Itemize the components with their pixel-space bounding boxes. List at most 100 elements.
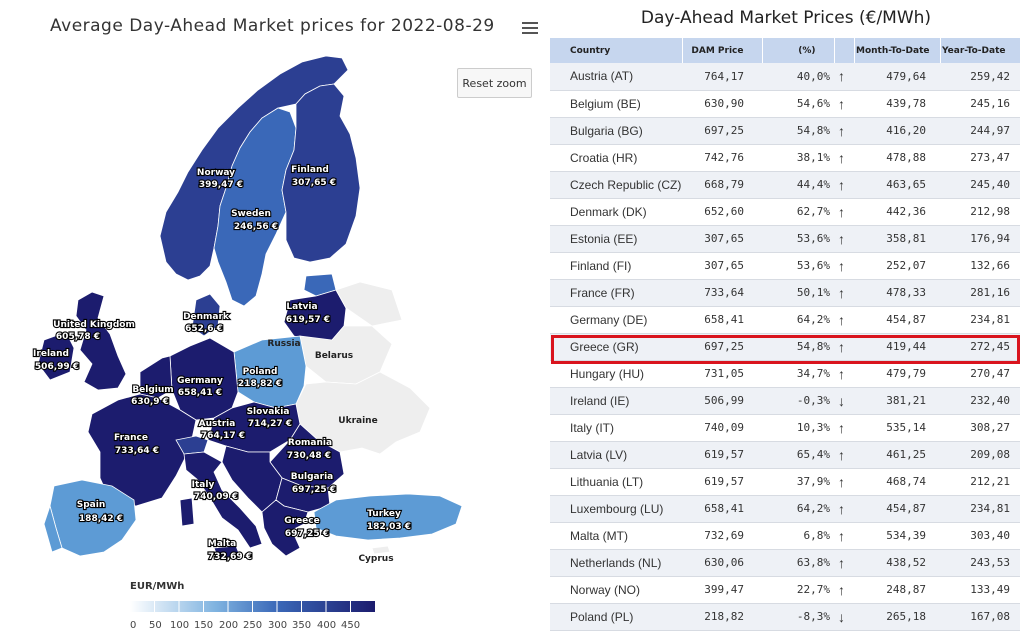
table-row[interactable]: Czech Republic (CZ) 668,79 44,4% ↑ 463,6…: [550, 171, 1020, 199]
table-row[interactable]: Finland (FI) 307,65 53,6% ↑ 252,07 132,6…: [550, 252, 1020, 280]
cell-dam-price: 658,41: [682, 495, 762, 523]
cell-percent: 65,4%: [762, 441, 834, 469]
label-france-name: France: [114, 433, 148, 443]
cell-year-to-date: 232,40: [940, 387, 1020, 415]
country-russia[interactable]: [335, 281, 403, 327]
table-row[interactable]: Bulgaria (BG) 697,25 54,8% ↑ 416,20 244,…: [550, 117, 1020, 145]
label-norway-value: 399,47 €: [199, 180, 243, 190]
header-year-to-date[interactable]: Year-To-Date: [940, 38, 1021, 63]
cell-percent: 38,1%: [762, 144, 834, 172]
cell-dam-price: 697,25: [682, 117, 762, 145]
header-month-to-date[interactable]: Month-To-Date: [854, 38, 941, 63]
country-great-britain[interactable]: [75, 291, 127, 391]
cell-month-to-date: 454,87: [854, 495, 940, 523]
up-arrow-icon: ↑: [834, 90, 854, 118]
cell-month-to-date: 478,88: [854, 144, 940, 172]
table-row[interactable]: France (FR) 733,64 50,1% ↑ 478,33 281,16: [550, 279, 1020, 307]
cell-country: Ireland (IE): [550, 387, 682, 415]
cell-month-to-date: 534,39: [854, 522, 940, 550]
country-greece[interactable]: [261, 499, 309, 557]
header-country[interactable]: Country: [550, 38, 683, 63]
table-row[interactable]: Latvia (LV) 619,57 65,4% ↑ 461,25 209,08: [550, 441, 1020, 469]
legend-tick: 400: [317, 620, 337, 631]
cell-year-to-date: 272,45: [940, 333, 1020, 361]
country-belarus[interactable]: [299, 325, 393, 385]
table-row[interactable]: Germany (DE) 658,41 64,2% ↑ 454,87 234,8…: [550, 306, 1020, 334]
label-norway-name: Norway: [197, 168, 235, 178]
table-panel: Day-Ahead Market Prices (€/MWh) Country …: [548, 0, 1024, 639]
label-ireland-name: Ireland: [33, 349, 69, 359]
cell-month-to-date: 438,52: [854, 549, 940, 577]
cell-country: Netherlands (NL): [550, 549, 682, 577]
up-arrow-icon: ↑: [834, 495, 854, 523]
table-row[interactable]: Austria (AT) 764,17 40,0% ↑ 479,64 259,4…: [550, 63, 1020, 91]
cell-year-to-date: 303,40: [940, 522, 1020, 550]
up-arrow-icon: ↑: [834, 252, 854, 280]
cell-country: Czech Republic (CZ): [550, 171, 682, 199]
cell-percent: -8,3%: [762, 603, 834, 631]
table-row[interactable]: Italy (IT) 740,09 10,3% ↑ 535,14 308,27: [550, 414, 1020, 442]
legend-tick: 350: [292, 620, 312, 631]
cell-country: Germany (DE): [550, 306, 682, 334]
country-switzerland[interactable]: [175, 435, 209, 455]
table-row[interactable]: Norway (NO) 399,47 22,7% ↑ 248,87 133,49: [550, 576, 1020, 604]
cell-percent: 6,8%: [762, 522, 834, 550]
country-portugal[interactable]: [43, 504, 63, 553]
cell-percent: 50,1%: [762, 279, 834, 307]
table-row[interactable]: Ireland (IE) 506,99 -0,3% ↓ 381,21 232,4…: [550, 387, 1020, 415]
label-germany-name: Germany: [177, 376, 223, 386]
table-row[interactable]: Luxembourg (LU) 658,41 64,2% ↑ 454,87 23…: [550, 495, 1020, 523]
label-spain-value: 188,42 €: [79, 514, 123, 524]
country-italy[interactable]: [183, 451, 263, 549]
reset-zoom-button[interactable]: Reset zoom: [457, 68, 532, 98]
country-sicily[interactable]: [213, 545, 241, 559]
legend-title: EUR/MWh: [130, 581, 185, 592]
cell-year-to-date: 234,81: [940, 306, 1020, 334]
cell-percent: 40,0%: [762, 63, 834, 91]
country-turkey[interactable]: [313, 493, 463, 541]
table-row[interactable]: Netherlands (NL) 630,06 63,8% ↑ 438,52 2…: [550, 549, 1020, 577]
country-sardinia[interactable]: [179, 497, 195, 527]
cell-dam-price: 764,17: [682, 63, 762, 91]
country-cyprus[interactable]: [371, 545, 391, 555]
countries-group: [37, 55, 463, 559]
table-row[interactable]: Hungary (HU) 731,05 34,7% ↑ 479,79 270,4…: [550, 360, 1020, 388]
cell-month-to-date: 479,64: [854, 63, 940, 91]
up-arrow-icon: ↑: [834, 144, 854, 172]
table-row[interactable]: Greece (GR) 697,25 54,8% ↑ 419,44 272,45: [550, 333, 1020, 361]
country-sweden[interactable]: [213, 107, 297, 307]
up-arrow-icon: ↑: [834, 468, 854, 496]
table-row[interactable]: Belgium (BE) 630,90 54,6% ↑ 439,78 245,1…: [550, 90, 1020, 118]
cell-dam-price: 506,99: [682, 387, 762, 415]
country-finland[interactable]: [281, 83, 361, 263]
table-row[interactable]: Malta (MT) 732,69 6,8% ↑ 534,39 303,40: [550, 522, 1020, 550]
table-row[interactable]: Denmark (DK) 652,60 62,7% ↑ 442,36 212,9…: [550, 198, 1020, 226]
table-row[interactable]: Lithuania (LT) 619,57 37,9% ↑ 468,74 212…: [550, 468, 1020, 496]
cell-month-to-date: 479,79: [854, 360, 940, 388]
map-labels: Norway 399,47 € Finland 307,65 € Sweden …: [32, 164, 412, 564]
label-turkey-value: 182,03 €: [367, 522, 411, 532]
country-poland[interactable]: [233, 335, 307, 409]
country-denmark[interactable]: [191, 293, 221, 337]
cell-dam-price: 740,09: [682, 414, 762, 442]
table-row[interactable]: Croatia (HR) 742,76 38,1% ↑ 478,88 273,4…: [550, 144, 1020, 172]
table-row[interactable]: Estonia (EE) 307,65 53,6% ↑ 358,81 176,9…: [550, 225, 1020, 253]
header-percent[interactable]: (%): [762, 38, 835, 63]
europe-price-map[interactable]: Norway 399,47 € Finland 307,65 € Sweden …: [0, 0, 548, 639]
legend-tick: 300: [268, 620, 288, 631]
label-ireland-value: 506,99 €: [35, 362, 79, 372]
cell-percent: 44,4%: [762, 171, 834, 199]
cell-year-to-date: 308,27: [940, 414, 1020, 442]
country-france[interactable]: [87, 393, 197, 507]
cell-percent: 63,8%: [762, 549, 834, 577]
country-ireland[interactable]: [37, 331, 75, 381]
hamburger-menu-icon[interactable]: [522, 22, 538, 36]
table-row[interactable]: Poland (PL) 218,82 -8,3% ↓ 265,18 167,08: [550, 603, 1020, 631]
cell-dam-price: 731,05: [682, 360, 762, 388]
cell-month-to-date: 381,21: [854, 387, 940, 415]
header-dam-price[interactable]: DAM Price: [682, 38, 763, 63]
label-ukraine-name: Ukraine: [338, 416, 377, 426]
cell-month-to-date: 419,44: [854, 333, 940, 361]
cell-country: Norway (NO): [550, 576, 682, 604]
cell-dam-price: 630,90: [682, 90, 762, 118]
